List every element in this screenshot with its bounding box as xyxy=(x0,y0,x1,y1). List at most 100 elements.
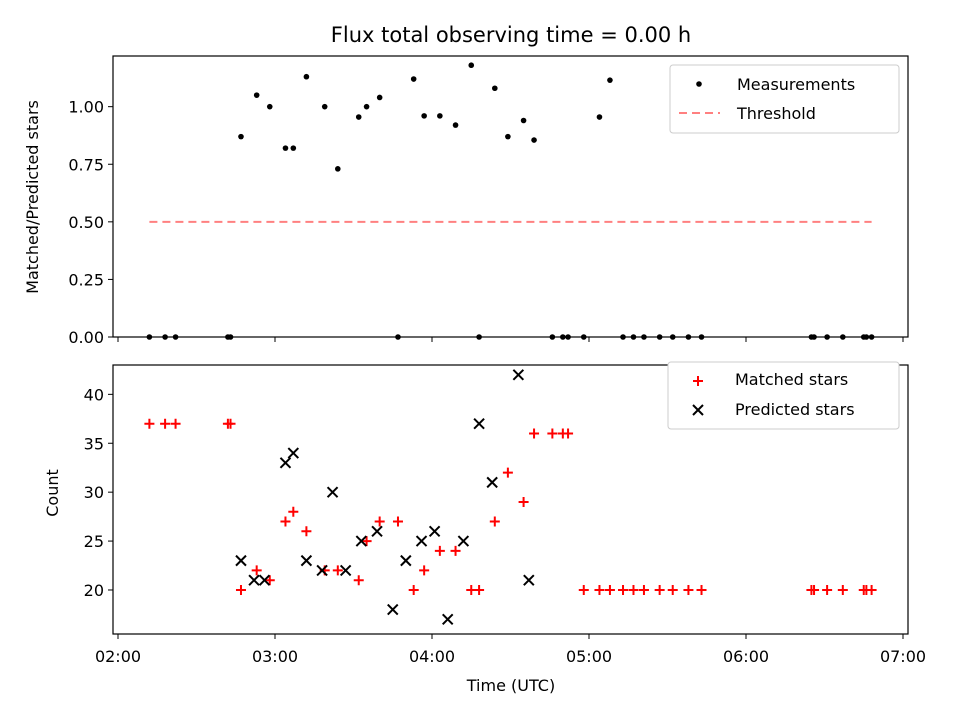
measurement-point xyxy=(669,334,676,340)
bottom-legend-box xyxy=(667,361,900,430)
predicted-star-point xyxy=(316,564,328,577)
predicted-star-point xyxy=(523,574,535,586)
matched-star-point xyxy=(434,545,445,556)
bottom-xtick-label: 07:00 xyxy=(880,647,926,666)
measurement-point xyxy=(376,94,383,101)
predicted-star-point xyxy=(457,535,470,547)
matched-star-point xyxy=(264,575,275,586)
predicted-star-point xyxy=(279,457,292,469)
predicted-star-point xyxy=(371,525,383,537)
predicted-star-point xyxy=(512,369,525,381)
predicted-star-point xyxy=(387,603,399,616)
bottom-ytick-label: 20 xyxy=(84,581,104,600)
matched-star-point xyxy=(235,584,246,595)
matched-star-point xyxy=(809,584,820,595)
matched-star-point xyxy=(361,536,372,547)
matched-star-point xyxy=(604,584,615,595)
measurement-point xyxy=(282,145,289,151)
legend-predicted-marker xyxy=(692,404,704,416)
matched-star-point xyxy=(288,506,299,517)
bottom-panel: 20 25 30 35 40 02:00 03:00 04:00 05:00 06:00 07:00… xyxy=(84,361,926,666)
predicted-star-point xyxy=(300,554,313,567)
bottom-xtick-label: 02:00 xyxy=(95,647,141,666)
top-ytick-label: 0.25 xyxy=(68,270,104,289)
legend-matched-label: Matched stars xyxy=(735,370,848,389)
measurement-point xyxy=(685,334,692,340)
predicted-star-point xyxy=(235,554,247,567)
matched-star-point xyxy=(489,516,500,527)
measurement-point xyxy=(868,334,875,340)
measurement-point xyxy=(227,334,234,340)
matched-star-point xyxy=(654,584,665,595)
measurement-point xyxy=(303,73,310,80)
bottom-xtick-label: 04:00 xyxy=(409,647,455,666)
measurement-point xyxy=(656,334,663,340)
measurement-point xyxy=(560,334,566,340)
matched-star-point xyxy=(160,418,171,429)
measurement-point xyxy=(395,334,401,340)
bottom-xtick-label: 06:00 xyxy=(723,647,769,666)
measurement-point xyxy=(863,334,870,340)
matched-star-point xyxy=(547,428,558,439)
bottom-ylabel: Count xyxy=(43,469,62,517)
measurement-point xyxy=(437,113,443,119)
matched-star-point xyxy=(822,584,833,595)
measurement-point xyxy=(321,103,328,110)
measurement-point xyxy=(266,103,273,110)
matched-star-point xyxy=(628,584,639,595)
matched-star-point xyxy=(280,516,291,527)
measurement-point xyxy=(492,85,498,92)
chart-title: Flux total observing time = 0.00 h xyxy=(331,23,691,47)
bottom-ytick-label: 35 xyxy=(84,434,104,453)
predicted-star-point xyxy=(326,486,339,498)
measurement-point xyxy=(531,137,537,143)
measurement-point xyxy=(580,334,587,340)
measurement-point xyxy=(290,145,297,151)
matched-star-point xyxy=(529,428,540,439)
matched-star-point xyxy=(696,584,707,595)
top-ytick-label: 0.00 xyxy=(68,328,104,347)
measurement-point xyxy=(596,114,603,120)
matched-star-point xyxy=(392,516,403,527)
measurement-point xyxy=(363,103,370,110)
predicted-star-point xyxy=(258,574,271,586)
legend-measurements-label: Measurements xyxy=(737,75,855,94)
measurement-point xyxy=(630,334,637,340)
matched-star-point xyxy=(301,526,312,537)
top-legend-box xyxy=(669,64,900,134)
measurement-point xyxy=(565,334,571,340)
matched-star-point xyxy=(502,467,513,478)
measurement-point xyxy=(607,77,613,83)
bottom-ytick-label: 25 xyxy=(84,532,104,551)
matched-star-point xyxy=(638,584,649,595)
matched-star-point xyxy=(618,584,629,595)
matched-star-point xyxy=(667,584,678,595)
matched-star-point xyxy=(518,496,529,507)
matched-star-point xyxy=(594,584,605,595)
measurement-point xyxy=(410,76,417,82)
measurement-point xyxy=(468,62,475,69)
predicted-star-point xyxy=(441,613,454,626)
measurement-point xyxy=(253,92,260,98)
predicted-star-point xyxy=(428,525,441,537)
top-ytick-label: 1.00 xyxy=(68,98,104,117)
legend-threshold-label: Threshold xyxy=(736,104,816,123)
predicted-star-point xyxy=(400,554,412,567)
predicted-star-point xyxy=(486,476,498,489)
bottom-ytick-label: 30 xyxy=(84,483,104,502)
bottom-xtick-label: 05:00 xyxy=(566,647,612,666)
matched-star-point xyxy=(225,418,236,429)
matched-star-point xyxy=(474,584,485,595)
measurement-point xyxy=(840,334,846,340)
matched-star-point xyxy=(353,575,364,586)
measurement-point xyxy=(335,166,341,172)
measurement-point xyxy=(162,334,168,340)
legend-measurements-marker xyxy=(696,81,702,87)
measurement-point xyxy=(698,334,705,340)
matched-star-point xyxy=(683,584,694,595)
measurement-point xyxy=(641,334,647,340)
matched-star-point xyxy=(866,584,877,595)
predicted-star-point xyxy=(339,564,352,577)
matched-star-point xyxy=(578,584,589,595)
